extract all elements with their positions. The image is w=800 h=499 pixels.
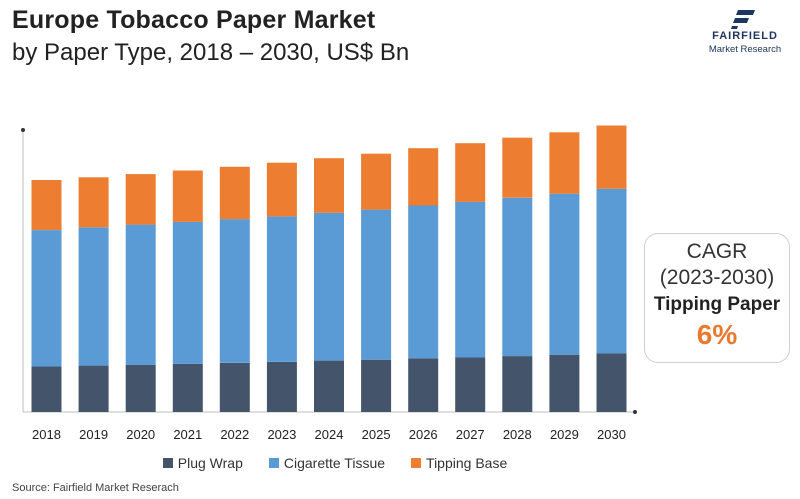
- bar-tipping-base-2027: [455, 143, 486, 202]
- bar-cigarette-tissue-2024: [314, 212, 344, 361]
- bar-plug-wrap-2019: [78, 365, 109, 412]
- x-tick-label: 2029: [550, 427, 579, 442]
- logo-name: FAIRFIELD: [712, 30, 778, 42]
- bar-plug-wrap-2030: [596, 353, 627, 412]
- bar-tipping-base-2030: [596, 125, 627, 189]
- bar-cigarette-tissue-2019: [78, 227, 109, 366]
- legend-item-tipping-base: Tipping Base: [411, 455, 507, 471]
- cagr-segment: Tipping Paper: [653, 294, 781, 315]
- bar-plug-wrap-2022: [219, 362, 250, 412]
- bar-cigarette-tissue-2021: [172, 221, 203, 364]
- bar-tipping-base-2023: [266, 162, 297, 217]
- legend-swatch-plug-wrap: [162, 458, 173, 468]
- x-tick-label: 2022: [220, 427, 249, 442]
- bar-plug-wrap-2023: [266, 362, 297, 412]
- bar-plug-wrap-2026: [408, 358, 439, 412]
- bar-cigarette-tissue-2029: [549, 193, 580, 355]
- bar-tipping-base-2021: [172, 170, 203, 222]
- chart-title: Europe Tobacco Paper Market: [12, 6, 376, 34]
- legend-swatch-cigarette-tissue: [268, 458, 279, 468]
- bar-tipping-base-2025: [361, 153, 392, 210]
- stacked-bar-chart: 2018 2019 2020 2021 2022 2023 2024 2025 2026 2027…: [21, 125, 637, 442]
- bar-cigarette-tissue-2020: [125, 224, 156, 365]
- bar-cigarette-tissue-2018: [31, 230, 62, 367]
- bar-tipping-base-2026: [408, 148, 439, 206]
- bar-cigarette-tissue-2030: [596, 188, 627, 354]
- legend-swatch-tipping-base: [411, 458, 422, 468]
- legend-item-plug-wrap: Plug Wrap: [162, 455, 243, 471]
- x-tick-label: 2027: [456, 427, 485, 442]
- bar-plug-wrap-2027: [455, 357, 486, 412]
- bar-plug-wrap-2020: [125, 364, 156, 412]
- x-tick-label: 2020: [126, 427, 155, 442]
- legend-item-cigarette-tissue: Cigarette Tissue: [268, 455, 386, 471]
- bar-tipping-base-2024: [314, 158, 344, 213]
- bar-plug-wrap-2024: [314, 360, 344, 412]
- chart-legend: Plug Wrap Cigarette Tissue Tipping Base: [0, 455, 670, 471]
- x-tick-label: 2021: [173, 427, 202, 442]
- cagr-value: 6%: [696, 319, 738, 350]
- cagr-period: (2023-2030): [659, 266, 775, 289]
- bar-plug-wrap-2028: [502, 356, 533, 412]
- source-note: Source: Fairfield Market Reserach: [12, 482, 179, 494]
- cagr-label: CAGR: [686, 240, 748, 263]
- logo-subtitle: Market Research: [708, 44, 782, 55]
- x-tick-label: 2018: [32, 427, 61, 442]
- x-tick-label: 2019: [79, 427, 108, 442]
- x-tick-label: 2025: [362, 427, 391, 442]
- legend-label-tipping-base: Tipping Base: [426, 455, 508, 471]
- bar-tipping-base-2028: [502, 137, 533, 198]
- bar-tipping-base-2018: [31, 180, 62, 230]
- cagr-callout: CAGR (2023-2030) Tipping Paper 6%: [644, 233, 790, 363]
- bar-cigarette-tissue-2028: [502, 197, 533, 357]
- legend-label-cigarette-tissue: Cigarette Tissue: [283, 455, 386, 471]
- bar-plug-wrap-2025: [361, 359, 392, 412]
- x-tick-label: 2030: [597, 427, 626, 442]
- bar-plug-wrap-2029: [549, 354, 580, 412]
- fairfield-logo: FAIRFIELD Market Research: [697, 6, 793, 58]
- x-tick-label: 2028: [503, 427, 532, 442]
- bar-cigarette-tissue-2023: [266, 216, 297, 362]
- bar-plug-wrap-2021: [172, 363, 203, 412]
- y-axis-end-marker: [21, 128, 25, 132]
- bar-cigarette-tissue-2022: [219, 219, 250, 363]
- bar-cigarette-tissue-2025: [361, 209, 392, 360]
- x-tick-label: 2023: [267, 427, 296, 442]
- x-tick-label: 2026: [409, 427, 438, 442]
- bar-cigarette-tissue-2027: [455, 201, 486, 358]
- fairfield-logo-icon: [731, 10, 755, 29]
- legend-label-plug-wrap: Plug Wrap: [177, 455, 243, 471]
- bar-tipping-base-2020: [125, 174, 156, 225]
- x-tick-label: 2024: [315, 427, 344, 442]
- bar-tipping-base-2022: [219, 166, 250, 220]
- bar-tipping-base-2029: [549, 132, 580, 194]
- x-axis-end-marker: [633, 410, 637, 414]
- bar-cigarette-tissue-2026: [408, 205, 439, 359]
- chart-subtitle: by Paper Type, 2018 – 2030, US$ Bn: [12, 39, 410, 66]
- bar-plug-wrap-2018: [31, 366, 62, 412]
- bar-tipping-base-2019: [78, 177, 109, 228]
